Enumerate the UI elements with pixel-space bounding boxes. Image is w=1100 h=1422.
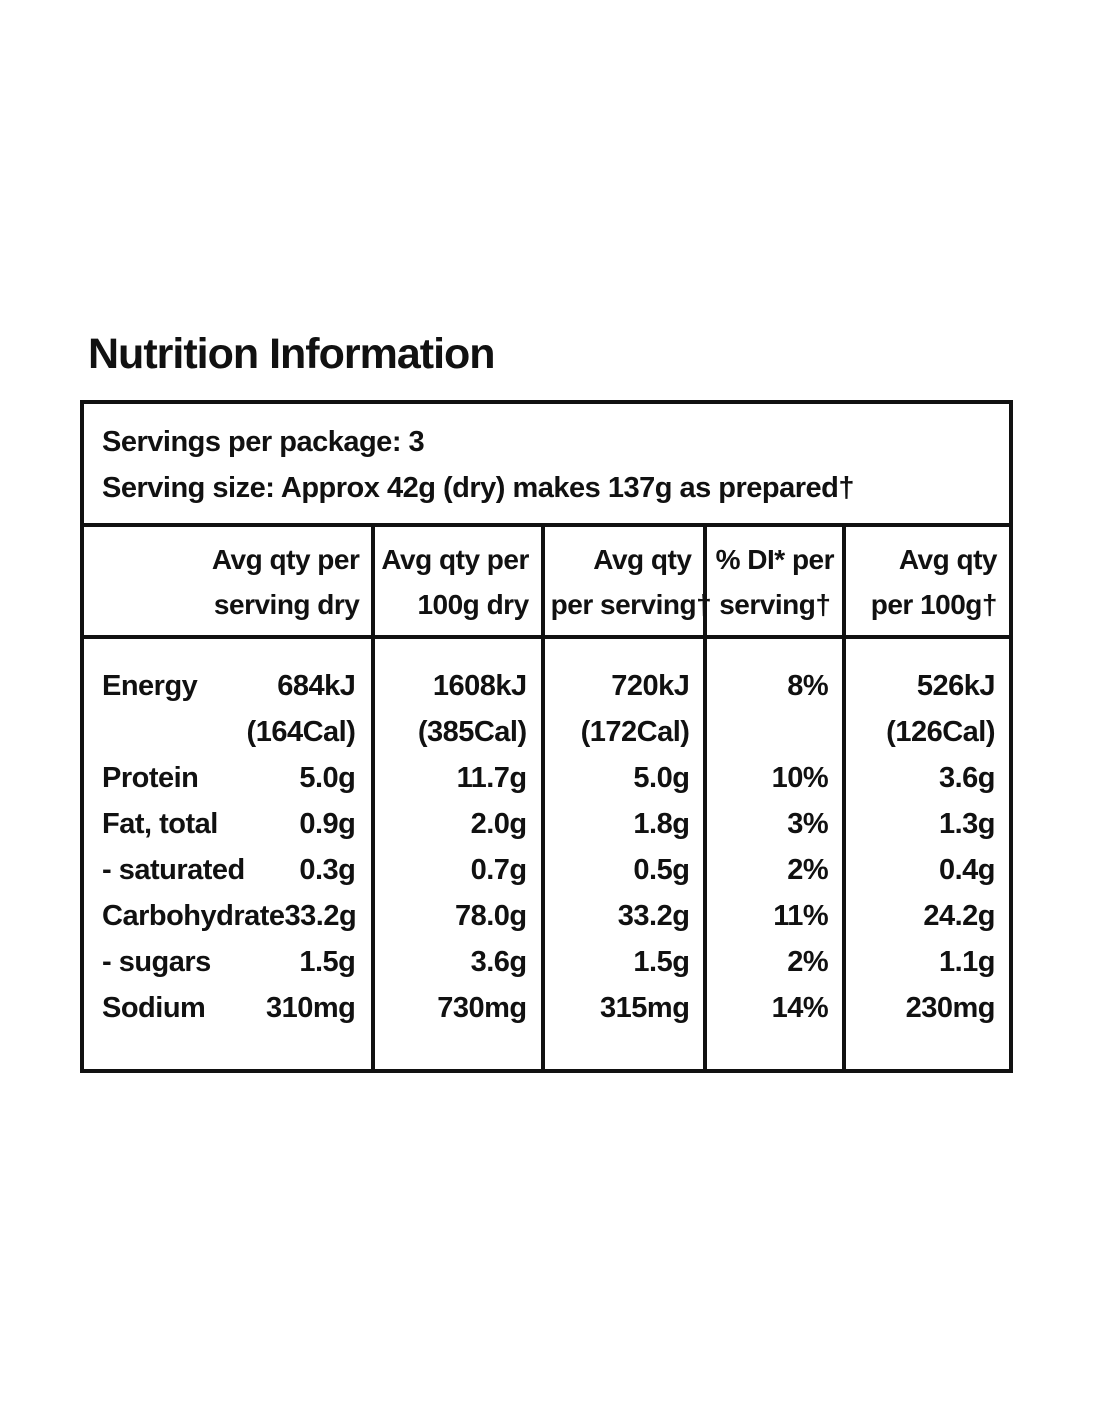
value-per-serving: 5.0g [633,762,690,794]
col-header-di-per-serving: % DI* per serving† [707,527,847,635]
table-row-sugars: - sugars 1.5g [84,939,371,985]
value-per-serving: (172Cal) [580,716,690,748]
table-row-energy-kj: Energy 684kJ [84,663,371,709]
value-per-serving: 315mg [600,992,690,1024]
value-per-100g-dry: (385Cal) [417,716,527,748]
value-serving-dry: 0.3g [299,854,356,886]
table-row-fat-total: Fat, total 0.9g [84,801,371,847]
value-per-100g-dry: 730mg [437,992,527,1024]
table-row-carbohydrate: Carbohydrate 33.2g [84,893,371,939]
column-per-serving-prepared: 720kJ (172Cal) 5.0g 1.8g 0.5g 33.2g 1.5g… [545,639,708,1069]
serving-info-section: Servings per package: 3 Serving size: Ap… [84,404,1009,527]
column-per-100g-prepared: 526kJ (126Cal) 3.6g 1.3g 0.4g 24.2g 1.1g… [846,639,1009,1069]
value-di-percent: 2% [787,946,829,978]
value-per-100g: 230mg [905,992,996,1024]
table-row-saturated: - saturated 0.3g [84,847,371,893]
value-per-100g-dry: 11.7g [456,762,528,794]
value-per-100g-dry: 0.7g [470,854,528,886]
col-header-serving-dry: Avg qty per serving dry [84,527,376,635]
nutrition-table: Servings per package: 3 Serving size: Ap… [80,400,1013,1073]
value-per-serving: 0.5g [633,854,690,886]
value-per-100g: 0.4g [938,854,996,886]
value-per-100g: 526kJ [916,670,996,702]
value-per-100g: 1.3g [938,808,996,840]
value-di-percent: 10% [771,762,829,794]
value-serving-dry: 5.0g [299,762,356,794]
value-per-serving: 1.5g [633,946,690,978]
value-di-percent: 2% [787,854,829,886]
value-serving-dry: 33.2g [284,900,357,932]
serving-size: Serving size: Approx 42g (dry) makes 137… [102,472,855,504]
value-serving-dry: (164Cal) [246,716,356,748]
col-header-100g-dry: Avg qty per 100g dry [375,527,545,635]
nutrient-label: - sugars [102,946,211,978]
value-per-serving: 1.8g [633,808,690,840]
value-per-100g: (126Cal) [886,716,995,748]
nutrient-label: Carbohydrate [102,900,285,932]
value-serving-dry: 310mg [265,992,356,1024]
nutrient-label: Sodium [102,992,206,1024]
value-serving-dry: 684kJ [277,670,356,702]
col-header-per-serving: Avg qty per serving† [545,527,712,635]
servings-per-package: Servings per package: 3 [102,426,425,458]
value-serving-dry: 0.9g [299,808,356,840]
value-per-serving: 33.2g [617,900,690,932]
value-per-100g: 3.6g [938,762,996,794]
value-di-percent: 8% [787,670,829,702]
value-di-percent [707,709,842,755]
value-per-100g-dry: 3.6g [470,946,528,978]
table-body: Energy 684kJ (164Cal) Protein 5.0g Fat, to… [84,639,1009,1069]
value-per-100g-dry: 2.0g [470,808,528,840]
page-title: Nutrition Information [88,330,496,378]
table-row-energy-cal: (164Cal) [84,709,371,755]
value-per-100g-dry: 1608kJ [432,670,527,702]
table-row-protein: Protein 5.0g [84,755,371,801]
table-row-sodium: Sodium 310mg [84,985,371,1031]
col-header-per-100g: Avg qty per 100g† [870,544,998,620]
value-per-serving: 720kJ [611,670,690,702]
nutrient-label: Energy [102,670,198,702]
nutrient-label: Protein [102,762,199,794]
value-per-100g: 24.2g [923,900,995,932]
value-di-percent: 14% [771,992,829,1024]
value-per-100g-dry: 78.0g [454,900,527,932]
column-per-100g-dry: 1608kJ (385Cal) 11.7g 2.0g 0.7g 78.0g 3.… [375,639,545,1069]
column-nutrient-and-serving-dry: Energy 684kJ (164Cal) Protein 5.0g Fat, to… [84,639,376,1069]
value-di-percent: 11% [773,900,829,932]
value-di-percent: 3% [787,808,829,840]
value-serving-dry: 1.5g [299,946,356,978]
value-per-100g: 1.1g [938,946,996,978]
table-header-row: Avg qty per serving dry Avg qty per 100g… [84,527,1009,639]
nutrient-label: Fat, total [102,808,218,840]
nutrient-label: - saturated [102,854,245,886]
column-di-per-serving: 8% 10% 3% 2% 11% 2% 14% [707,639,847,1069]
